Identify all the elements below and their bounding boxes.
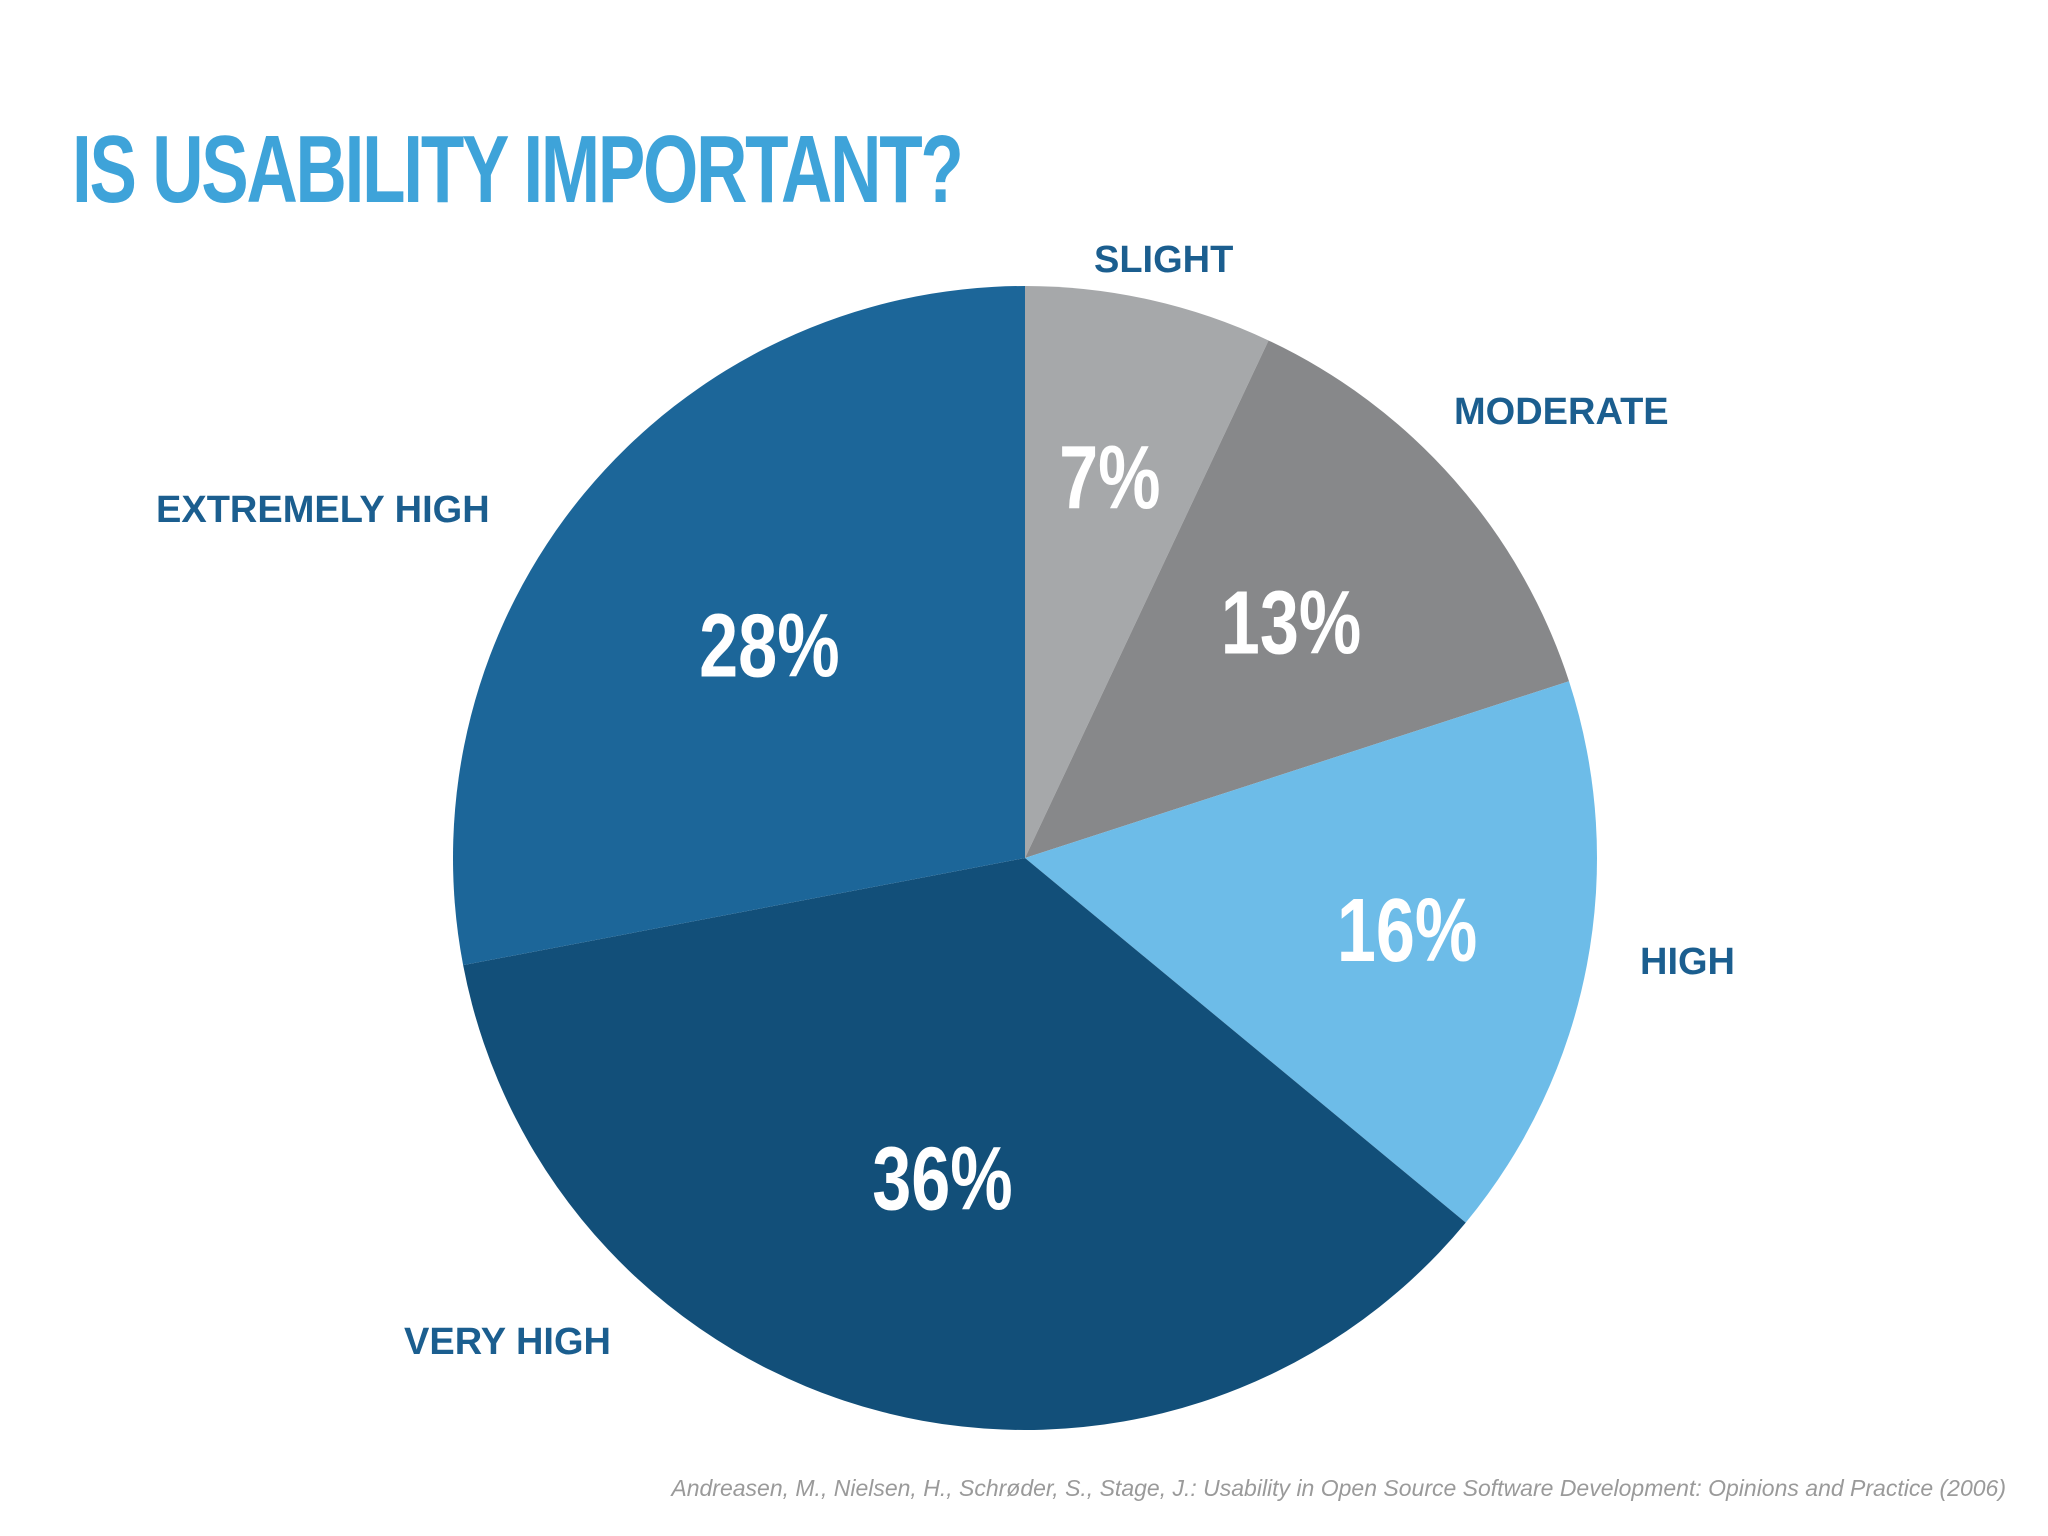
value-label-very-high: 36% bbox=[872, 1129, 1012, 1229]
value-label-high: 16% bbox=[1337, 881, 1477, 981]
pie-slice-very-high bbox=[463, 858, 1466, 1430]
category-label-extremely-high: EXTREMELY HIGH bbox=[156, 489, 490, 531]
category-label-moderate: MODERATE bbox=[1454, 391, 1669, 433]
source-citation: Andreasen, M., Nielsen, H., Schrøder, S.… bbox=[671, 1475, 2006, 1501]
category-label-very-high: VERY HIGH bbox=[404, 1321, 611, 1363]
category-label-high: HIGH bbox=[1640, 941, 1735, 983]
pie-slice-slight bbox=[1025, 286, 1269, 858]
category-label-slight: SLIGHT bbox=[1094, 239, 1233, 281]
value-label-slight: 7% bbox=[1059, 428, 1160, 528]
pie-slice-extremely-high bbox=[452, 286, 1025, 966]
pie-slice-moderate bbox=[1025, 340, 1570, 858]
value-label-extremely-high: 28% bbox=[699, 596, 839, 696]
slide-title: IS USABILITY IMPORTANT? bbox=[72, 116, 964, 223]
pie-slice-high bbox=[1025, 681, 1597, 1223]
value-label-moderate: 13% bbox=[1221, 573, 1361, 673]
